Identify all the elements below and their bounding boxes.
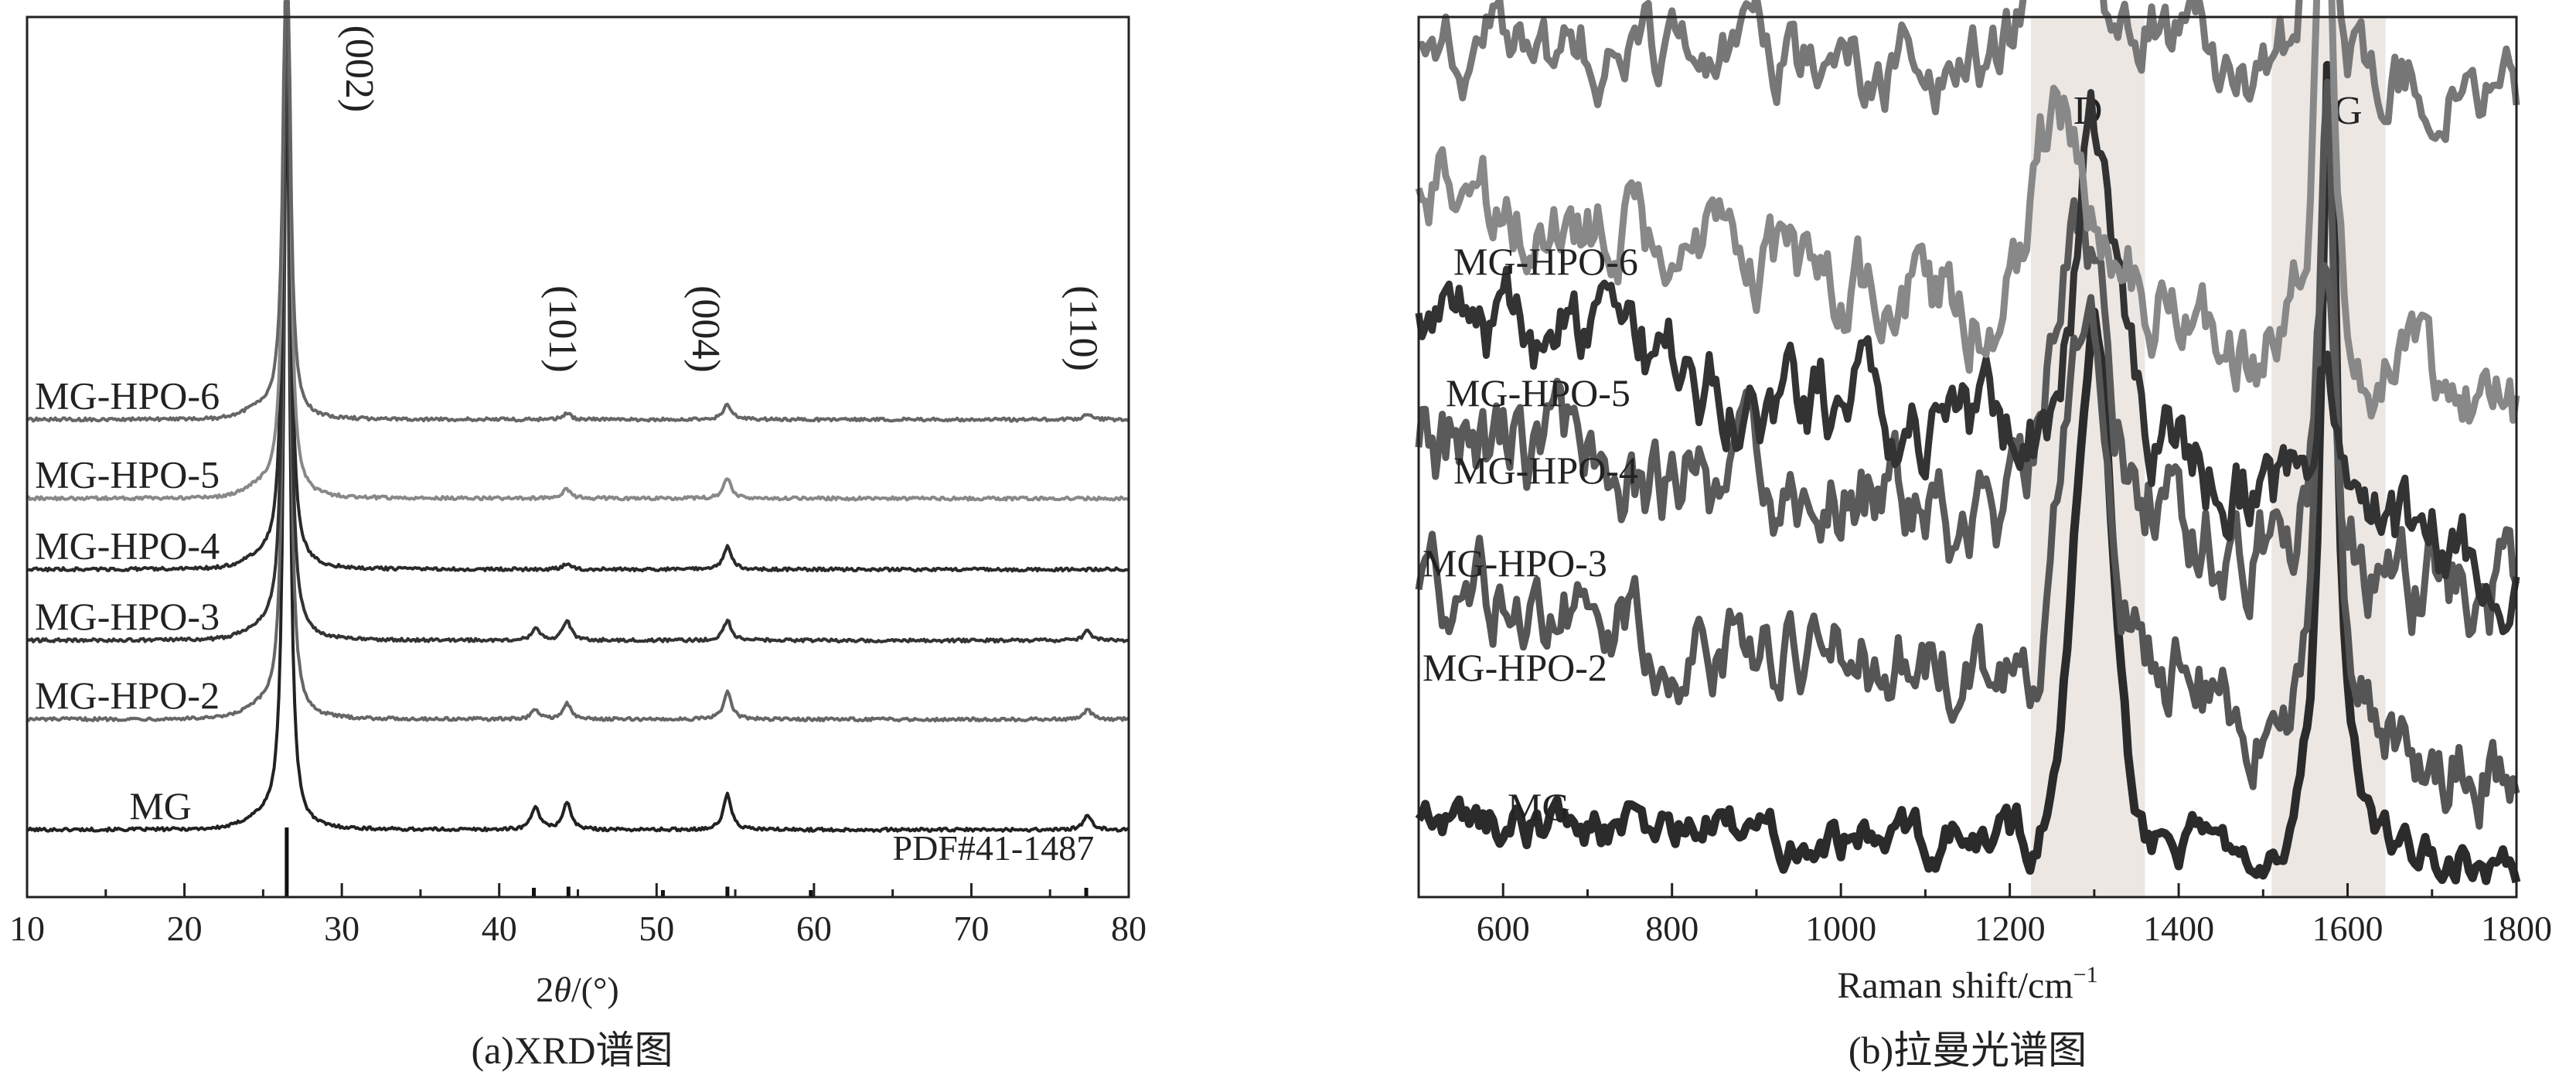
raman-series-line [1415, 89, 2520, 636]
xrd-panel: MG MG-HPO-2 MG-HPO-3 MG-HPO-4 MG-HPO-5 MG-HPO… [9, 0, 1147, 1072]
xrd-x-tick-label: 70 [953, 909, 989, 948]
xrd-series-line [26, 0, 1130, 423]
raman-x-tick-label: 800 [1645, 909, 1699, 948]
raman-series-label: MG-HPO-3 [1423, 541, 1607, 585]
raman-series-line [1417, 0, 2520, 143]
xrd-peak-annotation: (002) [337, 26, 381, 113]
xrd-series-line [26, 0, 1130, 644]
xrd-series-label: MG-HPO-3 [35, 595, 220, 638]
raman-series-label: MG-HPO-4 [1453, 449, 1638, 492]
xrd-x-tick-label: 30 [324, 909, 359, 948]
xrd-x-tick-label: 10 [9, 909, 45, 948]
xrd-x-axis-label: 2θ/(°) [536, 970, 618, 1009]
xrd-series-label: MG-HPO-6 [35, 374, 220, 418]
raman-x-tick-label: 600 [1477, 909, 1530, 948]
raman-series-label: MG-HPO-6 [1453, 240, 1638, 283]
xrd-series-label: MG-HPO-5 [35, 453, 220, 496]
raman-panel: D GMGMG-HPO-2MG-HPO-3MG-HPO-4MG-HPO-5MG-H… [1415, 0, 2552, 1072]
xrd-peak-annotation: (110) [1061, 285, 1106, 371]
raman-x-tick-label: 1000 [1805, 909, 1876, 948]
raman-series-label: MG-HPO-2 [1423, 646, 1607, 689]
raman-series-line [1415, 78, 2520, 830]
xrd-series-line [26, 38, 1130, 833]
xrd-x-tick-label: 60 [796, 909, 832, 948]
raman-x-tick-label: 1800 [2481, 909, 2552, 948]
raman-x-tick-label: 1200 [1975, 909, 2046, 948]
raman-plot-area: D GMGMG-HPO-2MG-HPO-3MG-HPO-4MG-HPO-5MG-H… [1415, 0, 2521, 897]
xrd-x-tick-label: 20 [167, 909, 203, 948]
xrd-peak-annotation: (101) [540, 285, 584, 373]
raman-series-line [1415, 0, 2520, 425]
raman-series-label: MG [1508, 785, 1570, 828]
raman-x-axis-label: Raman shift/cm−1 [1837, 962, 2097, 1006]
xrd-series-line [26, 0, 1130, 723]
xrd-caption: (a)XRD谱图 [471, 1029, 673, 1072]
xrd-peak-annotation: (004) [683, 285, 727, 373]
raman-x-tick-label: 1600 [2312, 909, 2383, 948]
xrd-plot-area: MG MG-HPO-2 MG-HPO-3 MG-HPO-4 MG-HPO-5 MG-HPO… [26, 0, 1130, 897]
xrd-x-tick-label: 50 [639, 909, 674, 948]
raman-x-tick-label: 1400 [2143, 909, 2214, 948]
xrd-x-tick-label: 80 [1111, 909, 1147, 948]
raman-series-line [1415, 197, 2520, 639]
xrd-x-tick-label: 40 [482, 909, 517, 948]
xrd-x-axis: 10 20 30 40 50 60 70 80 [9, 883, 1147, 948]
xrd-series-line [26, 0, 1130, 502]
raman-x-axis: 600 800 1000 1200 1400 1600 1800 [1477, 883, 2552, 948]
raman-series-label: MG-HPO-5 [1446, 371, 1630, 415]
xrd-series-line [26, 0, 1130, 573]
reference-label: PDF#41-1487 [892, 828, 1094, 868]
raman-plot-frame [1417, 15, 2518, 899]
xrd-series-label: MG-HPO-2 [35, 674, 220, 717]
xrd-series-label: MG-HPO-4 [35, 524, 220, 567]
raman-caption: (b)拉曼光谱图 [1849, 1029, 2087, 1072]
xrd-series-label: MG [129, 784, 192, 827]
